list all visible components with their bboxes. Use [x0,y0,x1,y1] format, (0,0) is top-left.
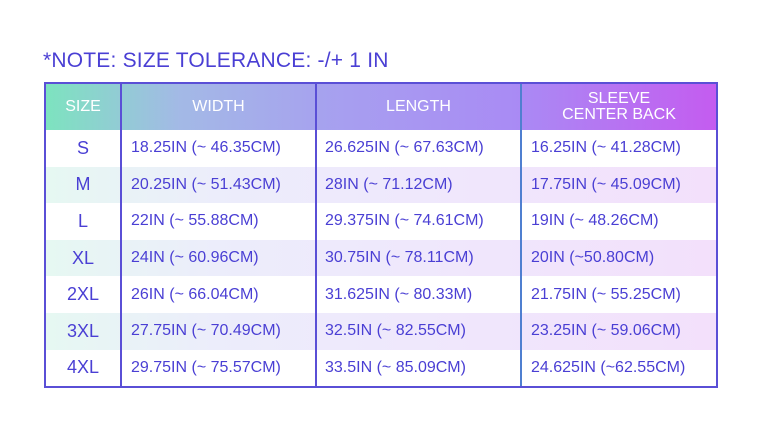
table-row: 3XL 27.75IN (~ 70.49CM) 32.5IN (~ 82.55C… [46,312,716,350]
cell-sleeve: 23.25IN (~ 59.06CM) [531,322,681,340]
cell-width: 18.25IN (~ 46.35CM) [122,130,317,167]
cell-width: 29.75IN (~ 75.57CM) [122,349,317,387]
header-sleeve-center-back: SLEEVE CENTER BACK [522,84,716,130]
cell-width: 26IN (~ 66.04CM) [122,276,317,313]
cell-sleeve: 16.25IN (~ 41.28CM) [531,139,681,157]
cell-length: 26.625IN (~ 67.63CM) [317,130,522,167]
table-row: 2XL 26IN (~ 66.04CM) 31.625IN (~ 80.33M)… [46,276,716,313]
cell-sleeve: 20IN (~50.80CM) [531,249,655,267]
header-length: LENGTH [317,84,522,130]
header-sleeve-line2: CENTER BACK [562,106,676,123]
cell-sleeve: 19IN (~ 48.26CM) [531,212,659,230]
header-width: WIDTH [122,84,317,130]
cell-size: 2XL [46,276,122,313]
cell-length: 28IN (~ 71.12CM) [317,166,522,204]
cell-length: 33.5IN (~ 85.09CM) [317,349,522,387]
cell-size: XL [46,239,122,277]
cell-length: 31.625IN (~ 80.33M) [317,276,522,313]
cell-size: M [46,166,122,204]
cell-width: 22IN (~ 55.88CM) [122,203,317,240]
table-header-row: SIZE WIDTH LENGTH SLEEVE CENTER BACK [46,84,716,130]
size-chart-table: SIZE WIDTH LENGTH SLEEVE CENTER BACK S 1… [44,82,718,389]
cell-length: 30.75IN (~ 78.11CM) [317,239,522,277]
header-sleeve-line1: SLEEVE [587,90,651,107]
cell-sleeve: 17.75IN (~ 45.09CM) [531,175,681,193]
cell-size: L [46,203,122,240]
cell-sleeve: 21.75IN (~ 55.25CM) [531,285,681,303]
header-size: SIZE [46,84,122,130]
table-row: L 22IN (~ 55.88CM) 29.375IN (~ 74.61CM) … [46,203,716,240]
cell-width: 24IN (~ 60.96CM) [122,239,317,277]
cell-width: 20.25IN (~ 51.43CM) [122,166,317,204]
table-row: 4XL 29.75IN (~ 75.57CM) 33.5IN (~ 85.09C… [46,349,716,387]
cell-length: 32.5IN (~ 82.55CM) [317,312,522,350]
table-row: M 20.25IN (~ 51.43CM) 28IN (~ 71.12CM) 1… [46,166,716,204]
cell-size: S [46,130,122,167]
cell-size: 3XL [46,312,122,350]
table-row: XL 24IN (~ 60.96CM) 30.75IN (~ 78.11CM) … [46,239,716,277]
cell-sleeve: 24.625IN (~62.55CM) [531,358,686,376]
cell-width: 27.75IN (~ 70.49CM) [122,312,317,350]
size-tolerance-note: *NOTE: SIZE TOLERANCE: -/+ 1 IN [43,49,389,72]
cell-length: 29.375IN (~ 74.61CM) [317,203,522,240]
cell-size: 4XL [46,349,122,387]
table-row: S 18.25IN (~ 46.35CM) 26.625IN (~ 67.63C… [46,130,716,167]
